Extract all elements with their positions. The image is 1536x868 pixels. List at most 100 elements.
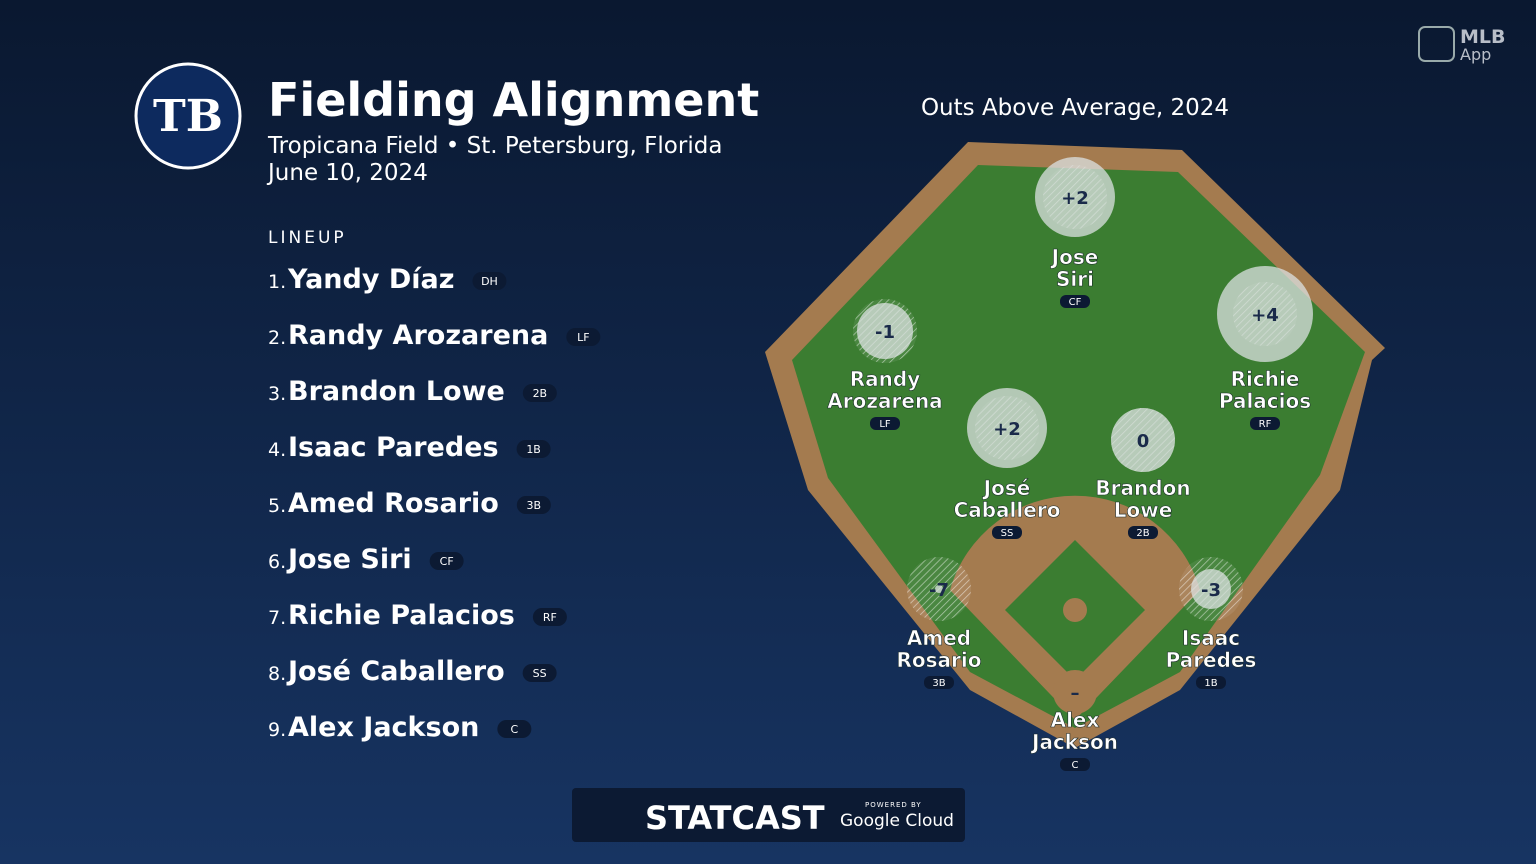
player-name: Randy	[850, 367, 921, 391]
app-icon	[1418, 26, 1455, 62]
lineup-name: Amed Rosario	[288, 488, 499, 519]
lineup-position: 1B	[526, 443, 541, 456]
player-name: Palacios	[1219, 389, 1311, 413]
player-position: SS	[1001, 528, 1014, 539]
logo-text: TB	[153, 91, 223, 142]
field-title: Outs Above Average, 2024	[921, 95, 1229, 121]
player-name: Amed	[907, 626, 971, 650]
position-badge	[1250, 417, 1280, 430]
position-badge	[566, 328, 601, 346]
position-badge	[516, 440, 551, 458]
oaa-label: +2	[1061, 188, 1089, 209]
lineup-number: 1.	[268, 271, 286, 293]
position-badge	[1060, 295, 1090, 308]
home-plate-area	[1053, 670, 1097, 714]
position-badge	[992, 526, 1022, 539]
player-position: 1B	[1204, 678, 1217, 689]
position-badge	[1128, 526, 1158, 539]
lineup-position: RF	[543, 611, 557, 624]
player-name: Alex	[1051, 708, 1100, 732]
player-name: Rosario	[897, 648, 982, 672]
oaa-label: +4	[1251, 305, 1279, 326]
player-position: CF	[1069, 297, 1082, 308]
player-name: Jose	[1050, 245, 1099, 269]
player-position: RF	[1259, 419, 1272, 430]
app-badge: MLB	[1460, 26, 1506, 48]
lineup-number: 8.	[268, 663, 286, 685]
title: Fielding Alignment	[268, 73, 759, 127]
position-badge	[1060, 758, 1090, 771]
lineup-heading: LINEUP	[268, 228, 347, 248]
position-badge	[472, 272, 507, 290]
player-name: Siri	[1056, 267, 1094, 291]
lineup-number: 9.	[268, 719, 286, 741]
player-name: Richie	[1231, 367, 1300, 391]
player-position: LF	[879, 419, 891, 430]
lineup-name: Isaac Paredes	[288, 432, 499, 463]
lineup-name: Yandy Díaz	[287, 264, 454, 295]
lineup-position: DH	[481, 275, 498, 288]
player-position: 2B	[1136, 528, 1149, 539]
lineup-position: 3B	[527, 499, 542, 512]
lineup-name: Jose Siri	[286, 544, 412, 575]
powered-by: POWERED BY	[865, 801, 922, 809]
oaa-circle	[1217, 266, 1313, 362]
oaa-circle	[935, 585, 943, 593]
lineup-position: LF	[577, 331, 589, 344]
position-badge	[532, 608, 567, 626]
lineup-name: Richie Palacios	[288, 600, 515, 631]
lineup-number: 6.	[268, 551, 286, 573]
lineup-position: SS	[533, 667, 547, 680]
oaa-label: -1	[875, 322, 895, 343]
oaa-circle	[967, 388, 1047, 468]
lineup-number: 4.	[268, 439, 286, 461]
player-name: Lowe	[1114, 498, 1173, 522]
statcast-brand: STATCAST	[645, 799, 825, 837]
footer-badge	[572, 788, 965, 842]
position-badge	[1196, 676, 1226, 689]
lineup-number: 2.	[268, 327, 286, 349]
lineup-name: Brandon Lowe	[288, 376, 505, 407]
team-logo	[134, 62, 242, 170]
oaa-circle	[1191, 569, 1231, 609]
player-name: Arozarena	[827, 389, 942, 413]
lineup-name: José Caballero	[286, 656, 505, 687]
oaa-circle	[1035, 157, 1115, 237]
player-name: Paredes	[1166, 648, 1257, 672]
position-badge	[429, 552, 464, 570]
lineup-number: 5.	[268, 495, 286, 517]
position-badge	[870, 417, 900, 430]
position-badge	[522, 384, 557, 402]
lineup-position: 2B	[533, 387, 548, 400]
oaa-label: +2	[993, 419, 1021, 440]
oaa-label: –	[1071, 683, 1080, 704]
oaa-label: -7	[929, 580, 949, 601]
player-position: 3B	[932, 678, 945, 689]
player-name: José	[982, 476, 1031, 500]
subtitle: Tropicana Field • St. Petersburg, Florid…	[267, 133, 722, 159]
app-badge: App	[1460, 45, 1491, 64]
player-name: Brandon	[1095, 476, 1190, 500]
lineup-position: CF	[440, 555, 454, 568]
lineup-name: Randy Arozarena	[288, 320, 548, 351]
player-name: Caballero	[954, 498, 1061, 522]
position-badge	[522, 664, 557, 682]
lineup-position: C	[511, 723, 519, 736]
position-badge	[497, 720, 532, 738]
mound	[1063, 598, 1087, 622]
oaa-label: 0	[1137, 431, 1150, 452]
oaa-circle	[857, 303, 913, 359]
lineup-number: 7.	[268, 607, 286, 629]
lineup-name: Alex Jackson	[288, 712, 479, 743]
player-name: Jackson	[1030, 730, 1118, 754]
lineup-number: 3.	[268, 383, 286, 405]
position-badge	[516, 496, 551, 514]
oaa-label: -3	[1201, 580, 1221, 601]
partner: Google Cloud	[840, 811, 954, 831]
oaa-circle	[1111, 408, 1175, 472]
player-name: Isaac	[1182, 626, 1240, 650]
player-position: C	[1072, 760, 1079, 771]
date: June 10, 2024	[266, 160, 428, 186]
position-badge	[924, 676, 954, 689]
